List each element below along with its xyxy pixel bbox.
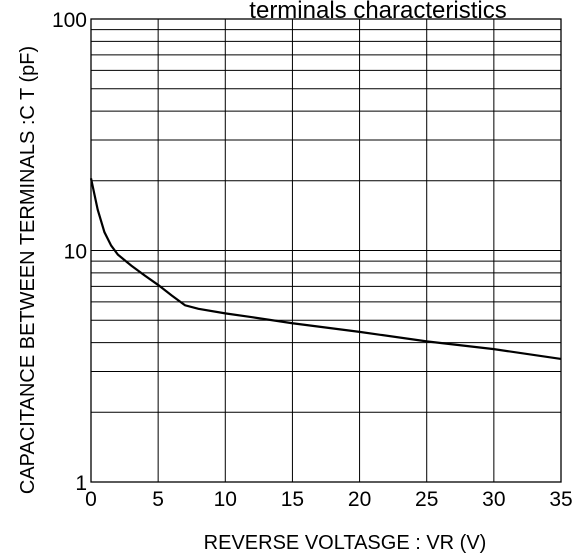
plot-frame [90,18,562,483]
y-tick-label: 1 [75,472,87,495]
x-tick-labels: 0 5 10 15 20 25 30 35 [85,488,573,511]
y-axis-label: CAPACITANCE BETWEEN TERMINALS :C T (pF) [17,46,39,494]
x-tick-label: 20 [348,488,371,511]
x-tick-label: 0 [85,488,97,511]
x-tick-label: 30 [482,488,505,511]
x-tick-label: 15 [281,488,304,511]
y-tick-label: 10 [64,241,87,264]
x-tick-label: 5 [152,488,164,511]
grid [91,19,561,482]
chart-title: terminals characteristics [249,0,506,24]
y-tick-labels: 1 10 100 [52,9,87,495]
x-tick-label: 10 [214,488,237,511]
x-axis-label: REVERSE VOLTASGE : VR (V) [204,532,487,554]
series-line [89,178,562,361]
x-tick-label: 35 [549,488,572,511]
x-tick-label: 25 [415,488,438,511]
y-tick-label: 100 [52,9,87,32]
